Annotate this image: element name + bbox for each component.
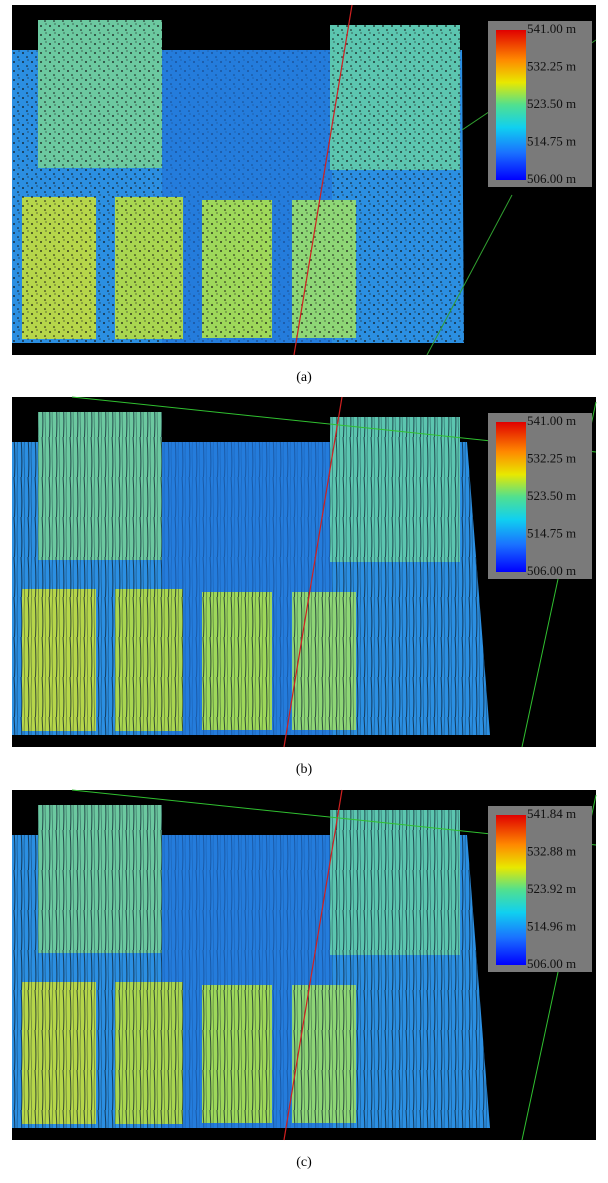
crop-block-texture bbox=[202, 985, 272, 1123]
colorbar-label: 506.00 m bbox=[527, 956, 576, 971]
crop-block-texture bbox=[330, 810, 460, 955]
panel-caption: (b) bbox=[296, 762, 313, 777]
colorbar-label: 532.25 m bbox=[527, 450, 576, 465]
crop-block-texture bbox=[115, 197, 183, 339]
crop-block-texture bbox=[292, 592, 356, 730]
crop-block-texture bbox=[38, 805, 162, 953]
colorbar bbox=[496, 30, 526, 180]
colorbar bbox=[496, 422, 526, 572]
crop-block-texture bbox=[22, 982, 96, 1124]
colorbar-label: 514.96 m bbox=[527, 918, 576, 933]
panel-caption: (a) bbox=[296, 370, 312, 385]
crop-block-texture bbox=[22, 589, 96, 731]
crop-block-texture bbox=[38, 20, 162, 168]
colorbar-label: 506.00 m bbox=[527, 563, 576, 578]
panel-caption: (c) bbox=[296, 1155, 312, 1170]
crop-block-texture bbox=[330, 417, 460, 562]
bbox-line bbox=[426, 194, 513, 356]
panel: 541.84 m 532.88 m 523.92 m 514.96 m 506.00 m bbox=[12, 789, 597, 1141]
crop-block-texture bbox=[202, 200, 272, 338]
colorbar-label: 523.50 m bbox=[527, 96, 576, 111]
panel: 541.00 m 532.25 m 523.50 m 514.75 m 506.00 m bbox=[12, 396, 597, 748]
crop-block-texture bbox=[202, 592, 272, 730]
crop-block-texture bbox=[115, 589, 183, 731]
axis-line bbox=[283, 789, 343, 1141]
crop-block-texture bbox=[38, 412, 162, 560]
colorbar-label: 532.88 m bbox=[527, 843, 576, 858]
axis-line bbox=[283, 396, 343, 748]
colorbar-label: 506.00 m bbox=[527, 171, 576, 186]
colorbar-label: 541.00 m bbox=[527, 21, 576, 36]
colorbar-label: 523.50 m bbox=[527, 488, 576, 503]
colorbar-label: 523.92 m bbox=[527, 881, 576, 896]
colorbar-label: 514.75 m bbox=[527, 133, 576, 148]
crop-block-texture bbox=[115, 982, 183, 1124]
crop-block-texture bbox=[292, 985, 356, 1123]
colorbar-label: 532.25 m bbox=[527, 58, 576, 73]
colorbar-label: 541.00 m bbox=[527, 413, 576, 428]
colorbar-label: 514.75 m bbox=[527, 525, 576, 540]
crop-block-texture bbox=[22, 197, 96, 339]
axis-line bbox=[293, 4, 353, 356]
crop-block-texture bbox=[330, 25, 460, 170]
colorbar bbox=[496, 815, 526, 965]
crop-block-texture bbox=[292, 200, 356, 338]
panel: 541.00 m 532.25 m 523.50 m 514.75 m 506.00 m bbox=[12, 4, 597, 356]
colorbar-label: 541.84 m bbox=[527, 806, 576, 821]
